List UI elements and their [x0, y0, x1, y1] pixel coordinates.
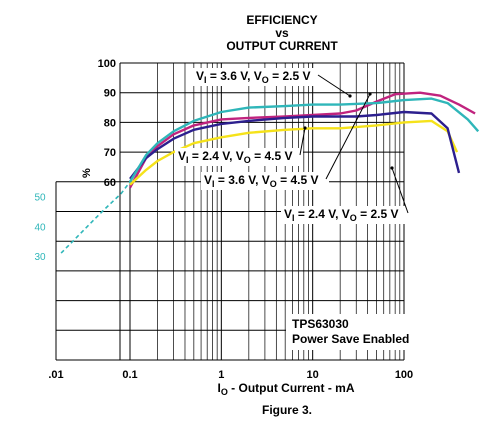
series-label-part: V: [178, 149, 186, 163]
title-line-3: OUTPUT CURRENT: [226, 39, 338, 53]
series-label-part: I: [186, 155, 189, 165]
series-label-arrowhead: [390, 166, 394, 170]
x-tick-label: 0.1: [122, 369, 137, 381]
series-label-part: = 3.6 V, V: [215, 173, 270, 187]
x-tick-label: .01: [48, 369, 63, 381]
series-label-arrowhead: [348, 94, 352, 98]
series-dashed-extension: [60, 181, 131, 254]
series-label-part: O: [270, 179, 277, 189]
series-label-background: [193, 68, 321, 86]
title-line-1: EFFICIENCY: [246, 13, 317, 27]
annotation-background: [286, 314, 412, 350]
series-label-part: = 4.5 V: [251, 149, 293, 163]
series-labels: VI = 3.6 V, VO = 2.5 VVI = 2.4 V, VO = 4…: [175, 68, 409, 224]
series-line-2: [129, 119, 459, 186]
series-label-part: = 2.4 V, V: [295, 207, 350, 221]
series-label-part: I: [204, 75, 207, 85]
series-label-part: I: [292, 213, 295, 223]
series-label-part: O: [262, 75, 269, 85]
series-label-part: V: [204, 173, 212, 187]
annotation-line-1: TPS63030: [292, 317, 349, 331]
y-tick-label: 80: [104, 117, 116, 129]
annotation-line-2: Power Save Enabled: [292, 332, 409, 346]
series-line-4: [128, 97, 480, 183]
series-line-1: [128, 91, 476, 189]
series-label-background: [281, 206, 409, 224]
series-label-part: = 3.6 V, V: [207, 69, 262, 83]
figure-caption: Figure 3.: [262, 403, 312, 417]
series-label-part: V: [196, 69, 204, 83]
series-label-leader: [299, 127, 306, 156]
y-tick-label: 90: [104, 88, 116, 100]
series-label-background: [175, 148, 303, 166]
x-tick-label: 10: [307, 369, 319, 381]
series-label-2: VI = 2.4 V, VO = 4.5 V: [178, 149, 293, 165]
series-label-leader: [325, 93, 371, 180]
title-line-2: vs: [275, 26, 289, 40]
series-label-part: I: [212, 179, 215, 189]
y-tick-label: 60: [104, 177, 116, 189]
series-label-part: = 4.5 V: [277, 173, 319, 187]
y-tick-label-secondary: 40: [34, 222, 46, 233]
x-tick-label: 100: [395, 369, 413, 381]
series-label-3: VI = 3.6 V, VO = 4.5 V: [204, 173, 319, 189]
series-label-4: VI = 2.4 V, VO = 2.5 V: [284, 207, 399, 223]
series-label-leader: [317, 74, 351, 97]
chart-title: EFFICIENCY vs OUTPUT CURRENT: [226, 13, 338, 53]
series-lines: [60, 91, 480, 254]
x-axis-label: IO - Output Current - mA: [217, 381, 354, 397]
series-label-1: VI = 3.6 V, VO = 2.5 V: [196, 69, 311, 85]
y-tick-label-secondary: 50: [34, 193, 46, 204]
series-line-3: [129, 110, 461, 180]
y-axis-label: %: [81, 168, 93, 178]
series-label-part: O: [244, 155, 251, 165]
y-tick-label: 70: [104, 147, 116, 159]
series-label-background: [201, 172, 329, 190]
series-label-leader: [391, 167, 409, 214]
y-tick-label-secondary: 30: [34, 252, 46, 263]
x-tick-label: 1: [218, 369, 224, 381]
series-label-part: = 2.5 V: [269, 69, 311, 83]
y-tick-label: 100: [98, 58, 116, 70]
series-label-arrowhead: [303, 126, 307, 130]
series-label-part: = 2.4 V, V: [189, 149, 244, 163]
series-label-part: O: [350, 213, 357, 223]
series-label-part: V: [284, 207, 292, 221]
annotation-box: TPS63030 Power Save Enabled: [286, 314, 412, 350]
series-label-arrowhead: [368, 92, 372, 96]
series-label-part: = 2.5 V: [357, 207, 399, 221]
